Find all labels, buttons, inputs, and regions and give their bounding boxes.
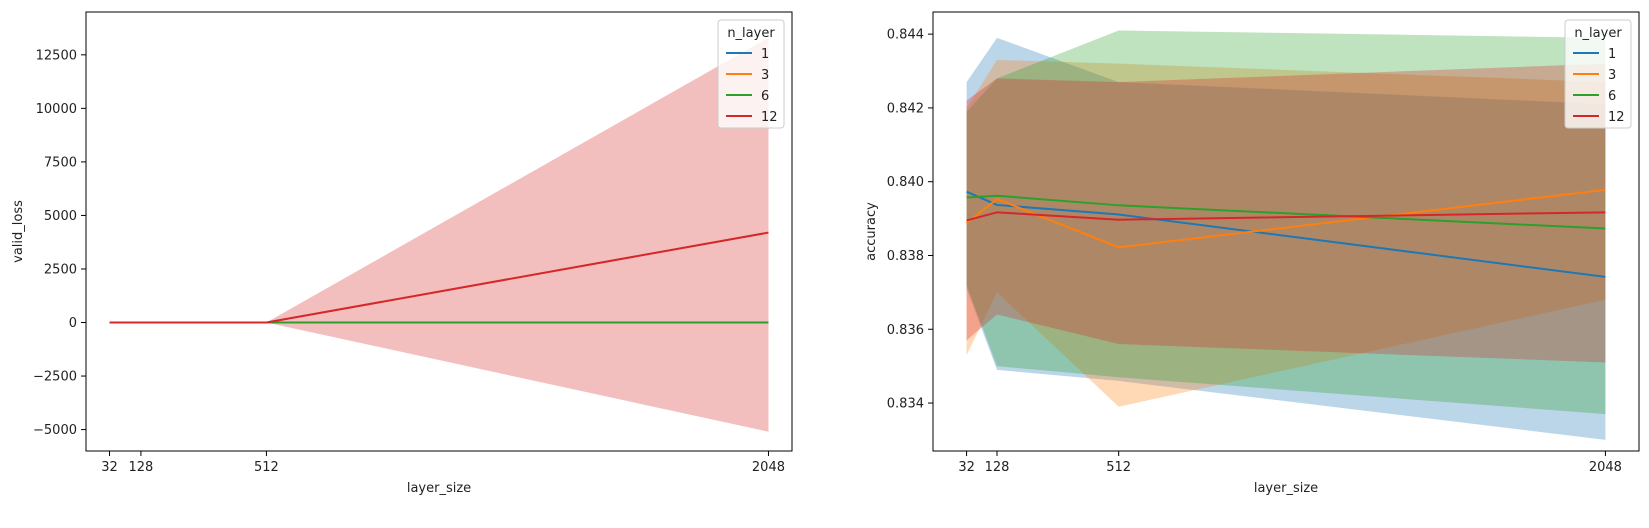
legend-label-6: 6 — [761, 89, 769, 104]
legend-label-6: 6 — [1608, 89, 1616, 104]
legend: n_layer 1 3 6 12 — [717, 19, 785, 129]
y-tick-label: 0.836 — [887, 323, 924, 338]
confidence-band-12 — [109, 37, 769, 432]
series-line-12 — [109, 231, 769, 324]
confidence-band-3 — [966, 59, 1606, 407]
legend-label-1: 1 — [761, 47, 769, 62]
legend-label-12: 12 — [1608, 110, 1625, 125]
x-axis-label: layer_size — [1254, 481, 1318, 496]
x-tick-label: 32 — [958, 460, 975, 475]
x-tick-label: 128 — [128, 460, 153, 475]
y-tick-label: 0.842 — [887, 101, 924, 116]
y-tick-label: 0.840 — [887, 175, 924, 190]
legend-label-12: 12 — [761, 110, 778, 125]
legend-label-3: 3 — [1608, 68, 1616, 83]
y-tick-label: 0.844 — [887, 28, 924, 43]
series-line-3 — [965, 188, 1606, 249]
y-tick-label: 12500 — [36, 48, 77, 63]
x-tick-label: 128 — [985, 460, 1010, 475]
x-axis-label: layer_size — [407, 481, 471, 496]
confidence-band-6 — [966, 30, 1606, 415]
x-tick-label: 2048 — [752, 460, 785, 475]
y-tick-label: 7500 — [44, 155, 77, 170]
x-tick-label: 2048 — [1589, 460, 1622, 475]
y-tick-label: 5000 — [44, 209, 77, 224]
y-axis-label: accuracy — [864, 202, 879, 261]
y-axis-label: valid_loss — [11, 200, 26, 263]
y-tick-label: 10000 — [36, 102, 77, 117]
series-line-12 — [966, 211, 1606, 222]
plot-frame — [932, 11, 1640, 452]
confidence-band-1 — [966, 37, 1606, 440]
legend-title: n_layer — [727, 26, 775, 41]
series-line-1 — [966, 190, 1606, 278]
plot-frame — [85, 11, 793, 452]
y-tick-label: 2500 — [44, 262, 77, 277]
y-tick-label: −5000 — [33, 423, 77, 438]
y-tick-label: 0.834 — [887, 397, 924, 412]
legend-title: n_layer — [1574, 26, 1622, 41]
y-tick-label: 0.838 — [887, 249, 924, 264]
chart-2: 32 128 512 2048 0.834 0.836 0.838 0.840 0.842 0.8… — [864, 11, 1640, 496]
x-tick-label: 32 — [101, 460, 118, 475]
chart-1: 32 128 512 2048 −5000 −2500 0 2500 5000 7500 10000… — [11, 11, 793, 496]
y-tick-label: 0 — [69, 316, 77, 331]
x-tick-label: 512 — [254, 460, 279, 475]
legend-label-3: 3 — [761, 68, 769, 83]
y-tick-label: −2500 — [33, 370, 77, 385]
legend: n_layer 1 3 6 12 — [1564, 19, 1632, 129]
legend-label-1: 1 — [1608, 47, 1616, 62]
x-tick-label: 512 — [1106, 460, 1131, 475]
